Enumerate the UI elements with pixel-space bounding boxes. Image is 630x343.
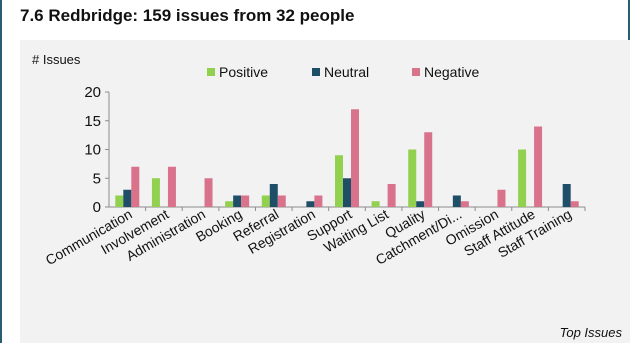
- y-axis-label: # Issues: [32, 52, 81, 67]
- y-tick-label: 5: [93, 170, 101, 187]
- bar-positive-0: [115, 195, 124, 207]
- bar-neutral-0: [123, 189, 132, 207]
- bar-positive-7: [371, 201, 380, 207]
- bar-neutral-6: [343, 178, 351, 207]
- chart-panel: [20, 40, 630, 343]
- bar-negative-8: [424, 132, 433, 207]
- legend-label-neutral: Neutral: [324, 64, 369, 80]
- bar-neutral-5: [306, 201, 315, 207]
- bar-positive-11: [518, 149, 527, 207]
- page-title: 7.6 Redbridge: 159 issues from 32 people: [20, 6, 355, 25]
- bar-neutral-9: [452, 195, 461, 207]
- footer-label: Top Issues: [559, 325, 622, 340]
- bar-positive-4: [261, 195, 270, 207]
- bar-positive-1: [151, 178, 160, 207]
- bar-positive-3: [225, 201, 234, 207]
- y-tick-label: 10: [84, 142, 101, 159]
- bar-neutral-8: [416, 201, 425, 207]
- legend-label-negative: Negative: [424, 64, 479, 80]
- bar-negative-1: [167, 166, 176, 207]
- bar-neutral-4: [269, 184, 278, 207]
- bar-negative-9: [460, 201, 469, 207]
- legend-label-positive: Positive: [219, 64, 268, 80]
- bar-negative-4: [277, 195, 286, 207]
- bar-negative-2: [204, 178, 213, 207]
- y-tick-label: 15: [84, 113, 101, 130]
- bar-negative-11: [534, 126, 543, 207]
- bar-negative-5: [314, 195, 323, 207]
- bar-negative-10: [497, 189, 506, 207]
- bar-negative-3: [241, 195, 250, 207]
- legend-swatch-positive: [207, 68, 215, 76]
- bar-negative-12: [570, 201, 579, 207]
- y-tick-label: 0: [93, 199, 101, 216]
- bar-negative-7: [387, 184, 396, 207]
- bar-neutral-3: [233, 195, 242, 207]
- bar-positive-8: [408, 149, 417, 207]
- bar-positive-6: [335, 155, 343, 207]
- y-tick-label: 20: [84, 84, 101, 101]
- bar-negative-6: [351, 109, 359, 207]
- legend-swatch-negative: [412, 68, 420, 76]
- legend-swatch-neutral: [312, 68, 320, 76]
- bar-negative-0: [131, 166, 140, 207]
- bar-neutral-12: [562, 184, 571, 207]
